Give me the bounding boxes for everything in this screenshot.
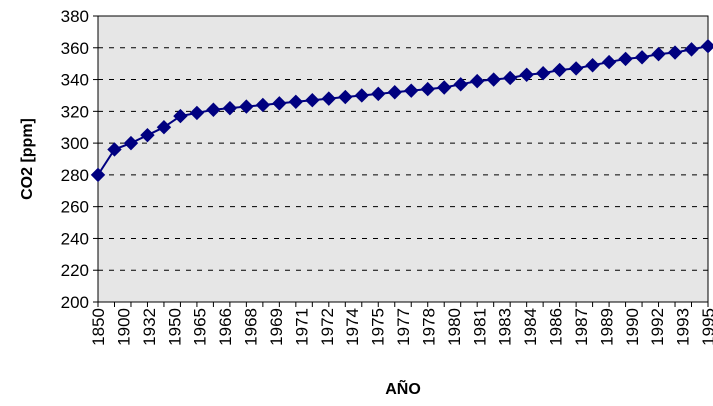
data-point-1993	[667, 45, 683, 60]
data-point-1920	[123, 135, 139, 151]
x-tick-label: 1978	[419, 308, 438, 346]
data-point-1971	[305, 93, 320, 108]
x-tick-label: 1932	[140, 308, 159, 346]
data-point-1969	[272, 96, 287, 111]
x-tick-label: 1987	[572, 308, 591, 346]
x-tick-label: 1977	[394, 308, 413, 346]
data-point-1980	[453, 77, 468, 92]
data-point-1990	[618, 51, 633, 67]
x-tick-marks	[97, 302, 709, 307]
data-point-1982	[486, 72, 501, 87]
data-point-1960	[189, 105, 205, 121]
x-tick-label: 1981	[470, 308, 489, 346]
x-tick-label: 1990	[623, 308, 642, 346]
data-point-1972	[321, 91, 337, 106]
x-tick-label: 1993	[674, 308, 693, 346]
data-point-1966	[222, 100, 238, 116]
x-tick-labels: 1850 1900 1932 1950 1965 1966 1968 1969 1971 1972…	[89, 308, 713, 346]
x-tick-label: 1992	[648, 308, 667, 346]
x-tick-label: 1969	[267, 308, 286, 346]
data-point-1932	[140, 127, 155, 143]
x-tick-label: 1986	[547, 308, 566, 346]
x-tick-label: 1980	[445, 308, 464, 346]
x-tick-label: 1974	[343, 308, 362, 346]
x-tick-label: 1950	[165, 308, 184, 346]
data-point-1900	[107, 142, 122, 157]
x-tick-label: 1989	[597, 308, 616, 346]
y-tick-label: 360	[61, 39, 89, 58]
data-point-1974	[354, 88, 369, 103]
y-tick-label: 240	[61, 229, 89, 248]
y-tick-label: 300	[61, 134, 89, 153]
y-axis-title: CO2 [ppm]	[19, 118, 36, 200]
y-tick-label: 220	[61, 261, 89, 280]
y-tick-label: 200	[61, 293, 89, 312]
y-tick-label: 280	[61, 166, 89, 185]
data-point-1983	[502, 70, 518, 86]
data-point-1984	[519, 67, 534, 82]
data-point-1970	[288, 94, 304, 110]
plot-area	[97, 15, 709, 303]
data-point-1986	[552, 62, 567, 78]
data-point-1977	[404, 83, 419, 98]
y-tick-label: 320	[61, 102, 89, 121]
y-tick-label: 340	[61, 71, 89, 90]
data-point-1850	[90, 167, 106, 183]
data-point-1978	[420, 81, 435, 97]
data-point-1940	[156, 120, 172, 135]
x-tick-label: 1972	[318, 308, 337, 346]
data-point-1975	[371, 86, 386, 102]
data-point-1989	[601, 54, 617, 70]
data-point-1992	[651, 46, 666, 62]
x-tick-label: 1975	[369, 308, 388, 346]
data-point-1987	[568, 61, 584, 76]
data-point-1965	[206, 102, 221, 117]
x-tick-label: 1965	[191, 308, 210, 346]
x-tick-label: 1971	[292, 308, 311, 346]
y-tick-labels: 200 220 240 260 280 300 320 340 360 380	[61, 7, 89, 312]
data-point-1985	[535, 65, 551, 81]
data-point-1979	[437, 80, 452, 95]
data-point-1976	[387, 85, 402, 100]
data-point-1994	[684, 42, 699, 57]
data-point-1995	[700, 38, 713, 54]
data-point-1981	[469, 73, 485, 89]
data-point-1968	[255, 97, 271, 113]
data-point-1973	[338, 89, 353, 105]
x-tick-label: 1966	[216, 308, 235, 346]
gridlines	[93, 15, 708, 303]
data-markers	[90, 38, 713, 183]
x-axis-title: AÑO	[385, 378, 421, 398]
x-tick-label: 1850	[89, 308, 108, 346]
data-point-1988	[585, 58, 600, 73]
x-tick-label: 1984	[521, 308, 540, 346]
y-tick-label: 380	[61, 7, 89, 26]
data-point-1950	[173, 108, 188, 124]
y-tick-label: 260	[61, 198, 89, 217]
x-tick-label: 1900	[114, 308, 133, 346]
data-point-1991	[634, 50, 650, 65]
data-point-1967	[239, 99, 254, 114]
x-tick-label: 1995	[699, 308, 713, 346]
x-tick-label: 1983	[496, 308, 515, 346]
x-tick-label: 1968	[242, 308, 261, 346]
